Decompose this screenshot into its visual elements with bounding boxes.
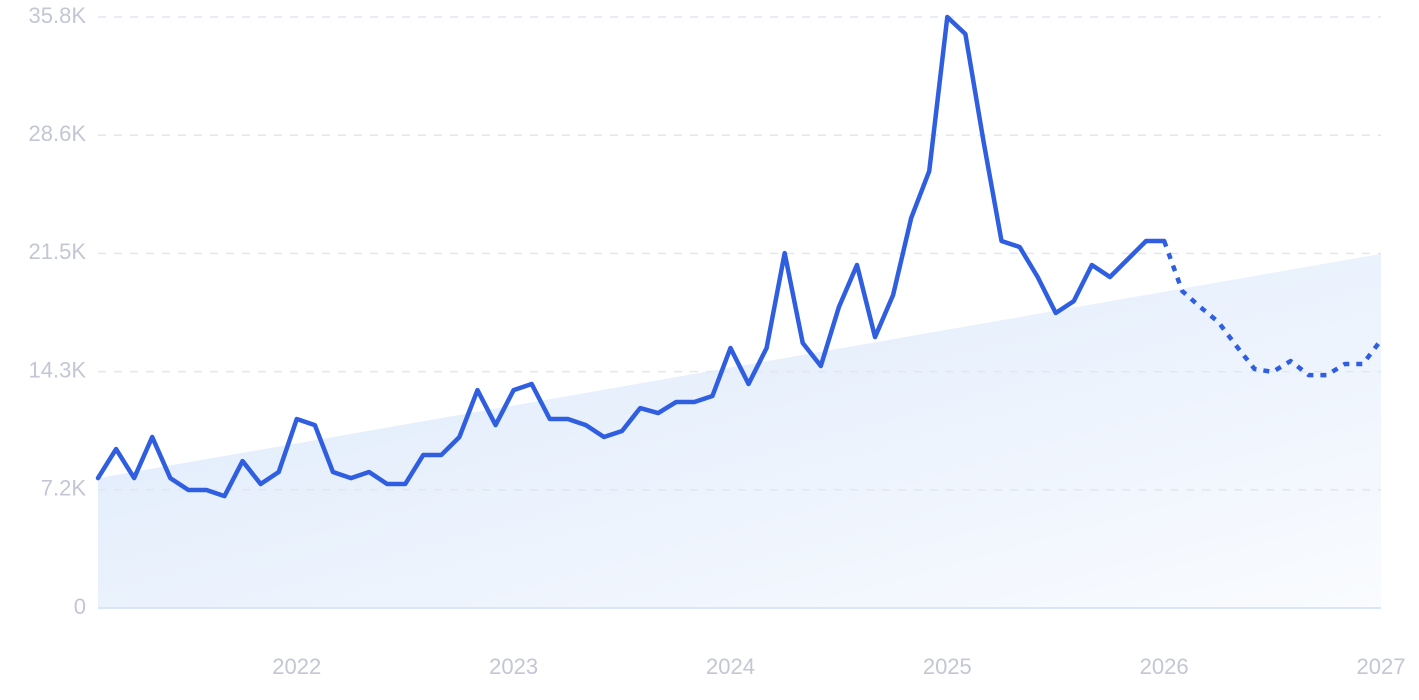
trend-line xyxy=(95,14,1167,499)
x-tick-label: 2027 xyxy=(1357,654,1406,679)
y-tick-label: 21.5K xyxy=(29,239,87,264)
forecast-line xyxy=(1162,240,1383,378)
x-tick-label: 2025 xyxy=(923,654,972,679)
trend-area xyxy=(98,253,1381,608)
y-tick-label: 7.2K xyxy=(41,476,87,501)
y-tick-label: 28.6K xyxy=(29,121,87,146)
y-tick-label: 0 xyxy=(74,594,86,619)
y-tick-label: 35.8K xyxy=(29,3,87,28)
x-tick-label: 2022 xyxy=(272,654,321,679)
x-tick-label: 2023 xyxy=(489,654,538,679)
x-tick-label: 2024 xyxy=(706,654,755,679)
y-tick-label: 14.3K xyxy=(29,357,87,382)
x-tick-label: 2026 xyxy=(1140,654,1189,679)
